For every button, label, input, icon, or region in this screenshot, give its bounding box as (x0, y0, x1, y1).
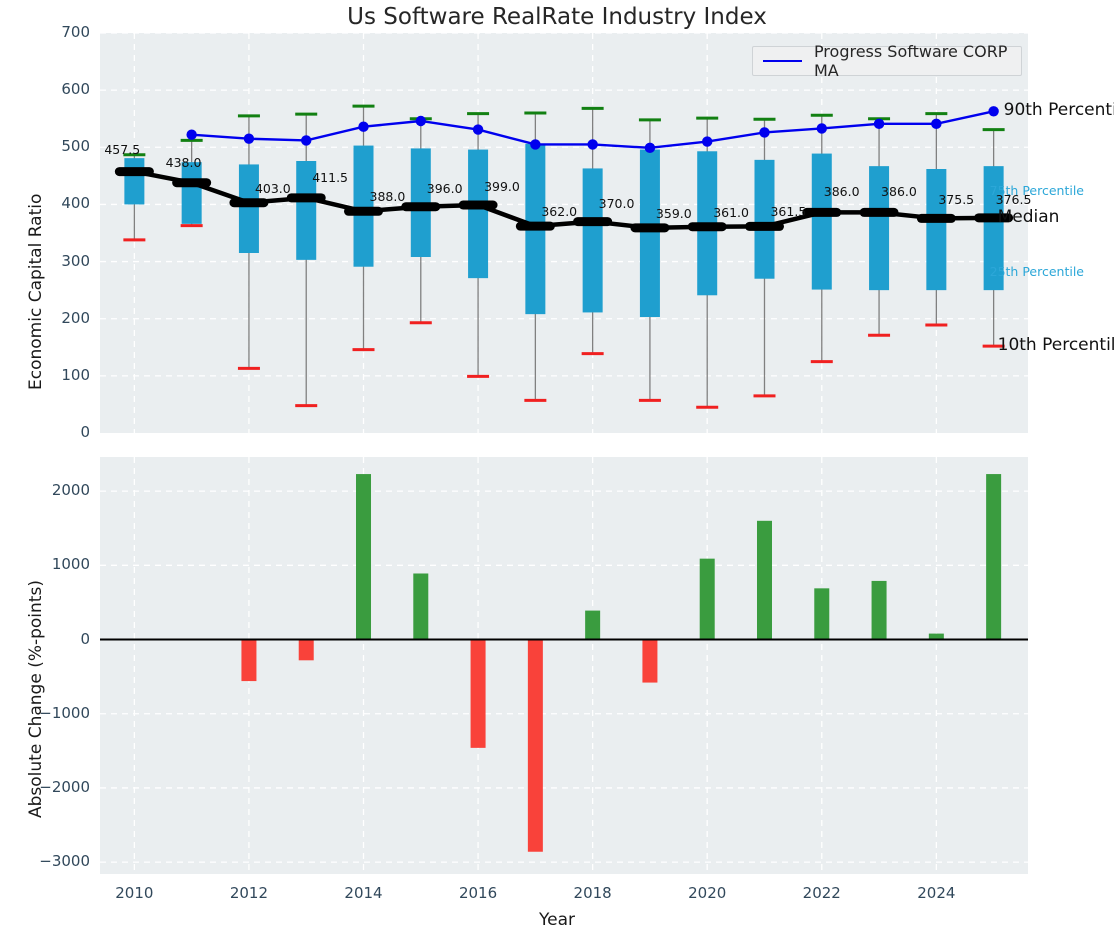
median-value-label: 375.5 (938, 192, 974, 207)
legend[interactable]: Progress Software CORP MA (752, 46, 1022, 76)
median-value-label: 386.0 (824, 184, 860, 199)
company-series-point (301, 135, 311, 145)
x-axis-label: Year (0, 910, 1114, 930)
x-tick-label: 2016 (443, 884, 513, 902)
median-value-label: 399.0 (484, 179, 520, 194)
bar-absolute-change (299, 640, 314, 661)
median-value-label: 386.0 (881, 184, 917, 199)
company-series-point (874, 119, 884, 129)
company-series-point (702, 136, 712, 146)
x-tick-label: 2012 (214, 884, 284, 902)
annotation-90th-percentile: 90th Percentile (1004, 100, 1114, 120)
y-tick-label-bottom: −1000 (12, 704, 90, 722)
y-tick-label-bottom: 0 (12, 630, 90, 648)
company-series-point (473, 124, 483, 134)
median-value-label: 388.0 (370, 189, 406, 204)
box-iqr (124, 158, 144, 204)
x-tick-label: 2018 (558, 884, 628, 902)
bar-absolute-change (241, 640, 256, 682)
y-axis-label-top: Economic Capital Ratio (26, 194, 46, 390)
median-value-label: 370.0 (599, 196, 635, 211)
median-value-label: 359.0 (656, 206, 692, 221)
bar-absolute-change (471, 640, 486, 748)
box-iqr (182, 162, 202, 224)
y-tick-label-top: 500 (12, 137, 90, 155)
y-tick-label-bottom: 1000 (12, 555, 90, 573)
annotation-10th-percentile: 10th Percentile (998, 335, 1114, 355)
median-value-label: 396.0 (427, 181, 463, 196)
y-tick-label-bottom: 2000 (12, 481, 90, 499)
company-series-point (244, 134, 254, 144)
y-tick-label-bottom: −2000 (12, 778, 90, 796)
company-series-point (645, 143, 655, 153)
box-iqr (583, 168, 603, 312)
median-value-label: 411.5 (312, 170, 348, 185)
x-tick-label: 2014 (329, 884, 399, 902)
y-tick-label-top: 700 (12, 23, 90, 41)
bar-absolute-change (986, 474, 1001, 639)
company-series-point (587, 139, 597, 149)
box-iqr (926, 169, 946, 290)
y-tick-label-bottom: −3000 (12, 852, 90, 870)
box-iqr (812, 154, 832, 290)
company-series-point (988, 106, 998, 116)
legend-label: Progress Software CORP MA (814, 42, 1021, 80)
company-series-point (931, 119, 941, 129)
median-value-label: 362.0 (541, 204, 577, 219)
company-series-point (358, 122, 368, 132)
x-tick-label: 2020 (672, 884, 742, 902)
median-value-label: 438.0 (166, 155, 202, 170)
bar-absolute-change (642, 640, 657, 683)
y-tick-label-top: 100 (12, 366, 90, 384)
bar-absolute-change (528, 640, 543, 852)
company-series-point (759, 127, 769, 137)
box-iqr (239, 164, 259, 253)
median-value-label: 403.0 (255, 181, 291, 196)
y-axis-label-bottom: Absolute Change (%-points) (26, 580, 46, 818)
annotation-25th-percentile: 25th Percentile (990, 264, 1084, 279)
company-series-point (416, 116, 426, 126)
bar-absolute-change (356, 474, 371, 639)
x-tick-label: 2022 (787, 884, 857, 902)
x-tick-label: 2010 (99, 884, 169, 902)
y-tick-label-top: 600 (12, 80, 90, 98)
company-series-point (186, 130, 196, 140)
y-tick-label-top: 400 (12, 194, 90, 212)
legend-line-swatch (763, 60, 802, 62)
y-tick-label-top: 300 (12, 252, 90, 270)
box-iqr (354, 146, 374, 267)
median-value-label: 361.0 (713, 205, 749, 220)
company-series-point (817, 123, 827, 133)
x-tick-label: 2024 (901, 884, 971, 902)
median-value-label: 361.5 (770, 204, 806, 219)
company-series-point (530, 139, 540, 149)
annotation-75th-percentile: 75th Percentile (990, 183, 1084, 198)
bar-absolute-change (814, 588, 829, 639)
y-tick-label-top: 200 (12, 309, 90, 327)
median-value-label: 457.5 (104, 142, 140, 157)
bar-absolute-change (872, 581, 887, 640)
y-tick-label-top: 0 (12, 423, 90, 441)
box-iqr (640, 150, 660, 317)
bar-absolute-change (585, 611, 600, 640)
chart-figure: Us Software RealRate Industry Index 0100… (0, 0, 1114, 942)
chart-graphics (0, 0, 1114, 942)
box-iqr (468, 150, 488, 279)
bar-absolute-change (700, 559, 715, 640)
bar-absolute-change (757, 521, 772, 640)
bar-absolute-change (413, 573, 428, 639)
annotation-median: Median (998, 207, 1060, 227)
